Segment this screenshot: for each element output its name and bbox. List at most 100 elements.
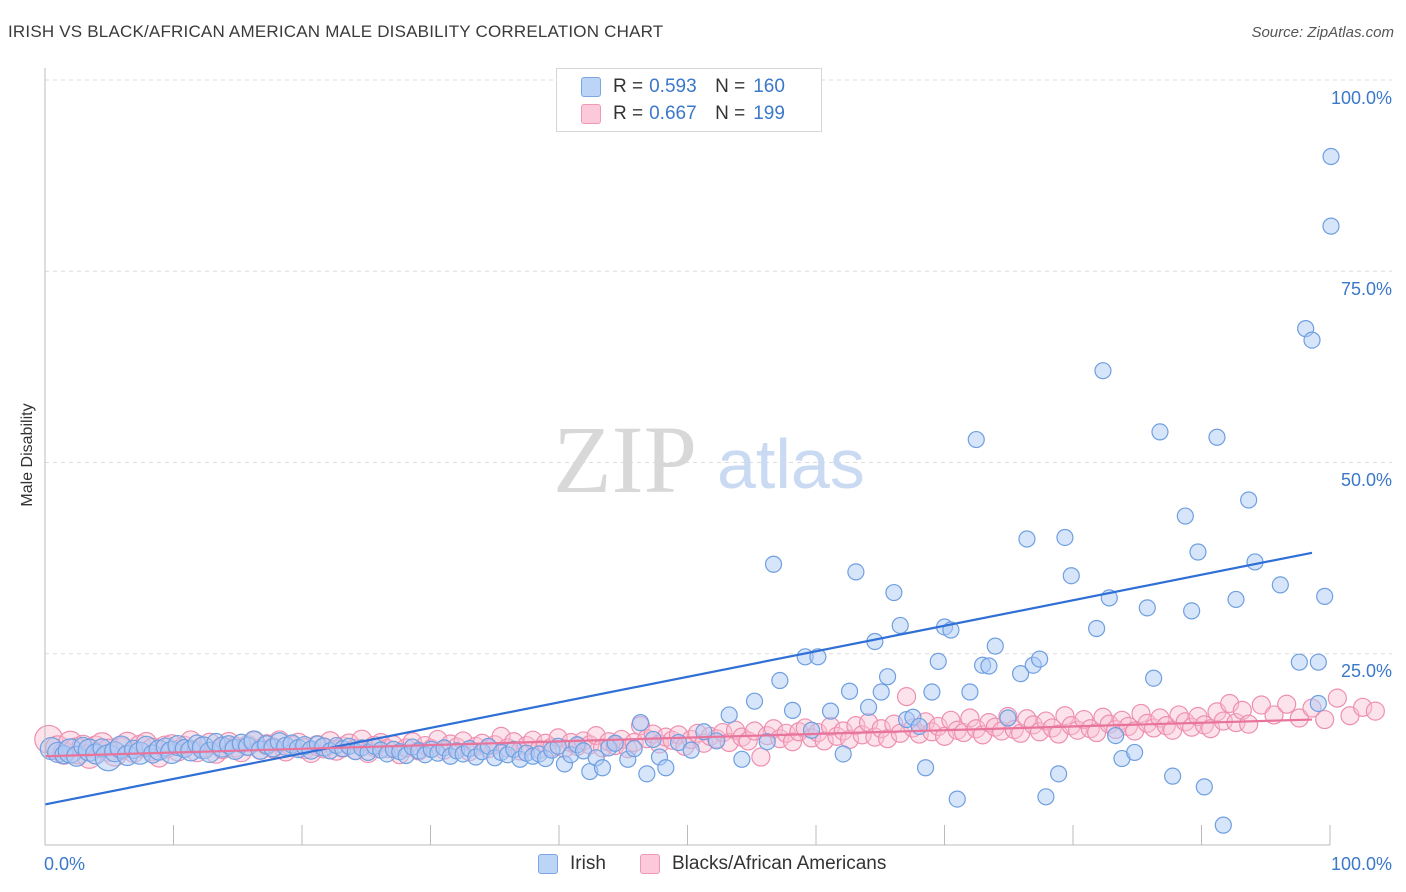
irish-point bbox=[1227, 590, 1245, 609]
irish-point bbox=[834, 745, 852, 763]
irish-point bbox=[1056, 528, 1074, 547]
irish-point bbox=[1151, 423, 1169, 441]
irish-r-label: R = bbox=[613, 76, 644, 97]
irish-point bbox=[1011, 665, 1030, 683]
irish-point bbox=[1290, 653, 1308, 671]
irish-point bbox=[1138, 599, 1156, 617]
irish-point bbox=[638, 765, 656, 783]
black-n-value: 199 bbox=[753, 103, 785, 124]
black-point bbox=[1131, 703, 1151, 724]
trend-lines bbox=[44, 551, 1313, 806]
irish-point bbox=[847, 563, 865, 581]
irish-point bbox=[733, 750, 751, 768]
irish-point bbox=[1316, 587, 1334, 605]
irish-point bbox=[1176, 507, 1194, 525]
y-tick-75: 75.0% bbox=[1341, 279, 1392, 299]
irish-trend-line bbox=[44, 551, 1313, 806]
bottom-legend-irish: Irish bbox=[538, 852, 606, 876]
black-legend-swatch bbox=[640, 854, 660, 874]
black-point bbox=[1251, 695, 1271, 715]
irish-point bbox=[1322, 147, 1340, 166]
irish-point bbox=[986, 637, 1004, 655]
irish-point bbox=[1303, 331, 1321, 349]
y-tick-25: 25.0% bbox=[1341, 661, 1392, 681]
irish-point bbox=[1240, 491, 1258, 509]
irish-point bbox=[1309, 694, 1327, 713]
irish-n-label: N = bbox=[715, 76, 746, 97]
irish-point bbox=[980, 657, 998, 675]
black-trend-line bbox=[44, 718, 1313, 758]
irish-point bbox=[961, 683, 979, 701]
axis-layer bbox=[44, 68, 1331, 846]
watermark-atlas: atlas bbox=[717, 425, 865, 503]
black-point bbox=[960, 708, 980, 728]
legend-row-irish: R = 0.593 N = 160 bbox=[581, 75, 785, 99]
irish-swatch bbox=[581, 77, 601, 97]
irish-point bbox=[707, 732, 726, 750]
irish-point bbox=[1189, 543, 1207, 561]
irish-point bbox=[1271, 576, 1289, 594]
irish-point bbox=[923, 683, 941, 701]
black-n-label: N = bbox=[715, 103, 746, 124]
irish-point bbox=[1050, 765, 1068, 783]
irish-point bbox=[1164, 767, 1182, 785]
watermark-zip: ZIP bbox=[553, 406, 697, 513]
irish-point bbox=[999, 709, 1017, 727]
irish-point bbox=[1126, 743, 1144, 762]
irish-point bbox=[929, 652, 947, 671]
y-tick-50: 50.0% bbox=[1341, 470, 1392, 490]
irish-point bbox=[1018, 530, 1036, 548]
irish-point bbox=[764, 555, 783, 573]
black-r-label: R = bbox=[613, 103, 644, 124]
black-point bbox=[827, 726, 847, 746]
black-point bbox=[1353, 697, 1373, 717]
irish-point bbox=[916, 759, 935, 777]
irish-point bbox=[821, 702, 840, 720]
irish-point bbox=[859, 698, 878, 716]
irish-point bbox=[625, 740, 643, 758]
black-point bbox=[1327, 688, 1347, 708]
black-point bbox=[1277, 694, 1297, 714]
black-swatch bbox=[581, 104, 601, 124]
irish-point bbox=[720, 706, 738, 724]
black-point bbox=[1289, 708, 1309, 728]
x-tick-min: 0.0% bbox=[44, 854, 85, 874]
irish-legend-label: Irish bbox=[570, 853, 606, 874]
irish-point bbox=[1088, 619, 1106, 638]
black-point bbox=[782, 732, 803, 752]
irish-point bbox=[840, 682, 859, 700]
black-point bbox=[1150, 708, 1170, 728]
black-point bbox=[1315, 709, 1335, 730]
irish-point bbox=[802, 721, 821, 739]
irish-point bbox=[1322, 217, 1340, 235]
chart-title: IRISH VS BLACK/AFRICAN AMERICAN MALE DIS… bbox=[8, 22, 664, 41]
irish-point bbox=[1145, 669, 1163, 687]
bottom-legend-black: Blacks/African Americans bbox=[640, 852, 886, 876]
black-point bbox=[1175, 712, 1195, 732]
legend-row-black: R = 0.667 N = 199 bbox=[581, 102, 785, 126]
black-point bbox=[751, 747, 771, 767]
irish-point bbox=[948, 790, 966, 808]
irish-point bbox=[1214, 816, 1232, 834]
irish-point bbox=[682, 741, 700, 759]
black-r-value: 0.667 bbox=[649, 103, 697, 124]
grid-layer bbox=[45, 79, 1392, 655]
irish-legend-swatch bbox=[538, 854, 558, 874]
irish-point bbox=[885, 583, 903, 602]
irish-point bbox=[1062, 567, 1080, 585]
irish-point bbox=[771, 671, 789, 690]
irish-point bbox=[1309, 653, 1327, 671]
irish-n-value: 160 bbox=[753, 76, 785, 97]
irish-point bbox=[745, 692, 764, 710]
y-tick-100: 100.0% bbox=[1331, 88, 1392, 108]
irish-point bbox=[1031, 650, 1049, 668]
irish-point bbox=[1208, 428, 1226, 446]
irish-point bbox=[695, 723, 713, 741]
irish-point bbox=[1195, 778, 1213, 796]
source-label: Source: ZipAtlas.com bbox=[1251, 24, 1394, 41]
irish-point bbox=[606, 734, 624, 752]
black-legend-label: Blacks/African Americans bbox=[672, 853, 887, 874]
irish-point bbox=[657, 759, 675, 777]
irish-point bbox=[891, 616, 909, 635]
